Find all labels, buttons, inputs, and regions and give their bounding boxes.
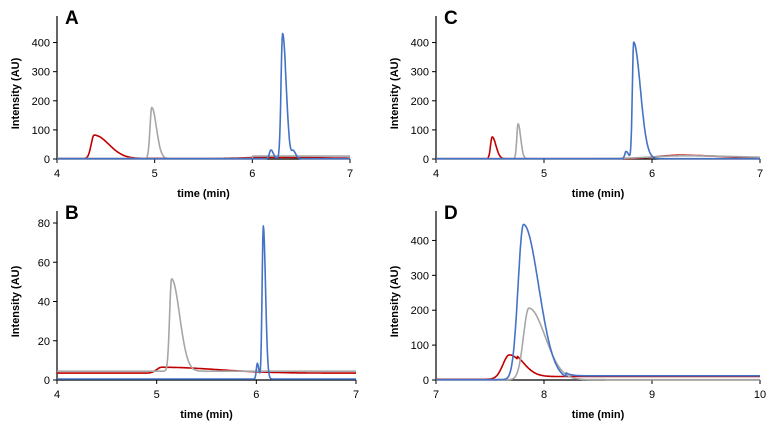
x-tick-label: 6 xyxy=(249,168,255,180)
y-tick-label: 400 xyxy=(411,235,429,247)
x-tick-label: 4 xyxy=(54,168,60,180)
panel-label-D: D xyxy=(444,203,458,224)
x-tick-label: 5 xyxy=(154,389,160,401)
x-tick-label: 7 xyxy=(347,168,353,180)
x-axis-label: time (min) xyxy=(180,409,233,421)
y-axis-label: Intensity (AU) xyxy=(10,57,22,129)
x-tick-label: 4 xyxy=(433,168,439,180)
panel-label-A: A xyxy=(65,8,79,29)
y-axis-label: Intensity (AU) xyxy=(10,265,22,337)
y-axis-label: Intensity (AU) xyxy=(389,265,401,337)
panel-label-C: C xyxy=(444,8,458,29)
series-line-2 xyxy=(435,41,761,160)
x-tick-label: 7 xyxy=(433,389,439,401)
y-tick-label: 100 xyxy=(411,340,429,352)
y-tick-label: 80 xyxy=(38,218,50,230)
y-tick-label: 20 xyxy=(38,336,50,348)
x-tick-label: 4 xyxy=(54,389,60,401)
series-line-1 xyxy=(435,307,761,381)
x-tick-label: 6 xyxy=(649,168,655,180)
y-tick-label: 100 xyxy=(411,125,429,137)
y-tick-label: 300 xyxy=(32,67,50,79)
chart-panel-D: 0 100 200 300 400 7 8 9 10 time (min) Intensity (A… xyxy=(389,203,766,421)
chart-panel-A: 0 100 200 300 400 4 5 6 7 time (min) Intensity (AU… xyxy=(10,8,353,200)
x-tick-label: 7 xyxy=(757,168,763,180)
y-tick-label: 0 xyxy=(44,154,50,166)
y-tick-label: 300 xyxy=(411,67,429,79)
y-tick-label: 0 xyxy=(423,375,429,387)
y-tick-label: 0 xyxy=(423,154,429,166)
panel-label-B: B xyxy=(65,203,79,224)
y-tick-label: 40 xyxy=(38,297,50,309)
y-tick-label: 400 xyxy=(411,38,429,50)
x-tick-label: 6 xyxy=(253,389,259,401)
y-tick-label: 200 xyxy=(32,96,50,108)
x-axis-label: time (min) xyxy=(572,188,625,200)
x-tick-label: 5 xyxy=(541,168,547,180)
x-tick-label: 5 xyxy=(152,168,158,180)
series-line-1 xyxy=(56,106,351,160)
series-line-1 xyxy=(435,123,761,160)
y-tick-label: 200 xyxy=(411,305,429,317)
chart-panel-C: 0 100 200 300 400 4 5 6 7 time (min) Intensity (AU… xyxy=(389,8,763,200)
y-tick-label: 200 xyxy=(411,96,429,108)
x-tick-label: 8 xyxy=(541,389,547,401)
chart-panel-B: 0 20 40 60 80 4 5 6 7 time (min) Intensity (AU) B xyxy=(10,203,359,421)
x-axis-label: time (min) xyxy=(177,188,230,200)
x-tick-label: 9 xyxy=(649,389,655,401)
series-line-2 xyxy=(56,32,351,160)
x-axis-label: time (min) xyxy=(572,409,625,421)
series-line-2 xyxy=(56,225,357,380)
y-tick-label: 0 xyxy=(44,375,50,387)
y-tick-label: 100 xyxy=(32,125,50,137)
series-line-2 xyxy=(435,223,761,381)
y-tick-label: 300 xyxy=(411,270,429,282)
y-tick-label: 400 xyxy=(32,38,50,50)
y-axis-label: Intensity (AU) xyxy=(389,57,401,129)
series-line-0 xyxy=(56,134,351,160)
x-tick-label: 10 xyxy=(754,389,766,401)
x-tick-label: 7 xyxy=(353,389,359,401)
series-line-0 xyxy=(56,366,357,374)
y-tick-label: 60 xyxy=(38,257,50,269)
series-line-1 xyxy=(56,278,357,373)
